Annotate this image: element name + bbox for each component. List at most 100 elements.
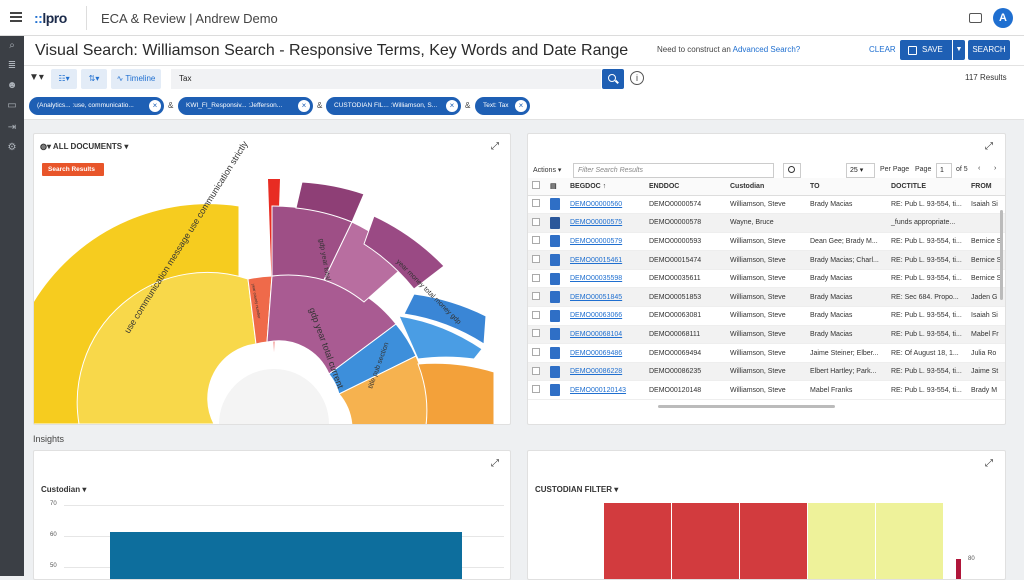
begdoc-cell[interactable]: DEMO00000575 xyxy=(566,213,645,233)
row-checkbox[interactable] xyxy=(528,306,546,326)
advanced-search-link[interactable]: Advanced Search? xyxy=(732,45,801,54)
begdoc-cell[interactable]: DEMO00068104 xyxy=(566,325,645,345)
row-checkbox[interactable] xyxy=(528,287,546,308)
custodian-dropdown[interactable]: Custodian ▾ xyxy=(41,485,87,494)
begdoc-link[interactable]: DEMO00063066 xyxy=(570,312,623,320)
column-header[interactable]: BEGDOC ↑ xyxy=(566,178,645,196)
heatmap-cell[interactable] xyxy=(808,503,875,579)
begdoc-link[interactable]: DEMO00051845 xyxy=(570,293,623,301)
query-search-button[interactable] xyxy=(602,69,624,89)
column-header[interactable]: DOCTITLE xyxy=(887,178,967,196)
begdoc-link[interactable]: DEMO00068104 xyxy=(570,330,623,338)
document-icon[interactable] xyxy=(546,380,566,401)
document-icon[interactable] xyxy=(546,325,566,345)
begdoc-cell[interactable]: DEMO00051845 xyxy=(566,287,645,308)
heatmap-cell[interactable] xyxy=(876,503,943,579)
table-row[interactable]: DEMO00000579 DEMO00000593 Williamson, Stev… xyxy=(528,232,1005,252)
app-logo[interactable]: ::lpro xyxy=(34,10,67,26)
settings-icon[interactable]: ⚙ xyxy=(7,142,17,153)
sort-button[interactable]: ⇅▾ xyxy=(81,69,107,89)
column-header[interactable]: TO xyxy=(806,178,887,196)
begdoc-link[interactable]: DEMO000120143 xyxy=(570,386,627,394)
begdoc-cell[interactable]: DEMO00069486 xyxy=(566,343,645,363)
sunburst-segment[interactable] xyxy=(398,315,483,360)
avatar[interactable]: A xyxy=(993,8,1013,28)
sunburst-center[interactable] xyxy=(219,369,329,425)
begdoc-cell[interactable]: DEMO00015461 xyxy=(566,250,645,270)
filter-icon[interactable]: ▼▾ xyxy=(29,72,44,83)
sunburst-segment[interactable] xyxy=(76,272,257,424)
expand-icon[interactable]: ⤢ xyxy=(985,141,993,152)
prev-page-button[interactable]: ‹ xyxy=(978,165,981,172)
begdoc-link[interactable]: DEMO00015461 xyxy=(570,256,623,264)
document-icon[interactable] xyxy=(546,287,566,308)
table-row[interactable]: DEMO00068104 DEMO00068111 Williamson, Stev… xyxy=(528,325,1005,345)
close-icon[interactable]: × xyxy=(515,100,527,112)
table-row[interactable]: DEMO00000575 DEMO00000578 Wayne, Bruce _fun… xyxy=(528,213,1005,233)
begdoc-cell[interactable]: DEMO00000560 xyxy=(566,195,645,215)
actions-dropdown[interactable]: Actions ▾ xyxy=(533,167,562,174)
begdoc-link[interactable]: DEMO00069486 xyxy=(570,349,623,357)
begdoc-cell[interactable]: DEMO00063066 xyxy=(566,306,645,326)
begdoc-cell[interactable]: DEMO00086228 xyxy=(566,362,645,382)
row-checkbox[interactable] xyxy=(528,343,546,363)
filter-chip[interactable]: Text: Tax × xyxy=(475,97,530,115)
custodian-bar[interactable] xyxy=(110,532,462,579)
row-checkbox[interactable] xyxy=(528,195,546,215)
document-icon[interactable] xyxy=(546,195,566,215)
next-page-button[interactable]: › xyxy=(994,165,997,172)
query-input[interactable]: Tax xyxy=(171,69,601,89)
column-header[interactable]: FROM xyxy=(967,178,1005,196)
sunburst-segment[interactable] xyxy=(417,362,495,425)
row-checkbox[interactable] xyxy=(528,380,546,401)
document-icon[interactable] xyxy=(546,343,566,363)
document-icon[interactable] xyxy=(546,250,566,270)
sunburst-chart[interactable]: use communication message use communicat… xyxy=(34,134,511,425)
expand-icon[interactable]: ⤢ xyxy=(491,141,499,152)
close-icon[interactable]: × xyxy=(298,100,310,112)
search-icon[interactable]: ⌕ xyxy=(9,40,15,51)
heatmap-cell[interactable] xyxy=(740,503,807,579)
column-header[interactable]: ENDDOC xyxy=(645,178,726,196)
begdoc-link[interactable]: DEMO00035598 xyxy=(570,275,623,283)
layers-icon[interactable]: ≣ xyxy=(7,60,17,71)
chat-icon[interactable] xyxy=(969,13,982,23)
table-row[interactable]: DEMO00035598 DEMO00035611 Williamson, Stev… xyxy=(528,269,1005,289)
per-page-select[interactable]: 25 ▾ xyxy=(846,163,875,178)
page-input[interactable]: 1 xyxy=(936,163,952,178)
users-icon[interactable]: ☻ xyxy=(6,80,18,91)
table-row[interactable]: DEMO00069486 DEMO00069494 Williamson, Stev… xyxy=(528,343,1005,363)
filter-search-button[interactable] xyxy=(783,163,801,178)
filter-results-input[interactable]: Filter Search Results xyxy=(573,163,774,178)
row-checkbox[interactable] xyxy=(528,250,546,270)
save-button[interactable]: SAVE xyxy=(900,40,952,60)
begdoc-link[interactable]: DEMO00086228 xyxy=(570,368,623,376)
filter-chip[interactable]: KWI_FI_Responsiv... :Jefferson... × xyxy=(178,97,313,115)
column-header[interactable]: Custodian xyxy=(726,178,806,196)
info-icon[interactable]: i xyxy=(630,71,644,85)
word-doc-icon[interactable] xyxy=(546,213,566,233)
row-checkbox[interactable] xyxy=(528,325,546,345)
document-icon[interactable] xyxy=(546,232,566,252)
begdoc-cell[interactable]: DEMO00000579 xyxy=(566,232,645,252)
vertical-scrollbar[interactable] xyxy=(1000,210,1003,300)
close-icon[interactable]: × xyxy=(149,100,161,112)
save-dropdown-button[interactable]: ▼ xyxy=(953,40,965,60)
export-icon[interactable]: ⇥ xyxy=(7,122,17,133)
monitor-icon[interactable]: ▭ xyxy=(7,100,17,111)
document-scope-dropdown[interactable]: ◍▾ ALL DOCUMENTS ▾ xyxy=(40,142,129,151)
row-checkbox[interactable] xyxy=(528,269,546,289)
table-row[interactable]: DEMO00051845 DEMO00051853 Williamson, Stev… xyxy=(528,287,1005,308)
begdoc-cell[interactable]: DEMO00035598 xyxy=(566,269,645,289)
horizontal-scrollbar[interactable] xyxy=(658,405,835,408)
heatmap-cell[interactable] xyxy=(672,503,739,579)
row-checkbox[interactable] xyxy=(528,232,546,252)
row-checkbox[interactable] xyxy=(528,362,546,382)
begdoc-cell[interactable]: DEMO000120143 xyxy=(566,380,645,401)
clear-button[interactable]: CLEAR xyxy=(869,45,896,54)
close-icon[interactable]: × xyxy=(446,100,458,112)
menu-icon[interactable] xyxy=(10,12,22,22)
document-icon[interactable] xyxy=(546,306,566,326)
begdoc-link[interactable]: DEMO00000575 xyxy=(570,219,623,227)
custodian-filter-dropdown[interactable]: CUSTODIAN FILTER ▾ xyxy=(535,485,619,494)
